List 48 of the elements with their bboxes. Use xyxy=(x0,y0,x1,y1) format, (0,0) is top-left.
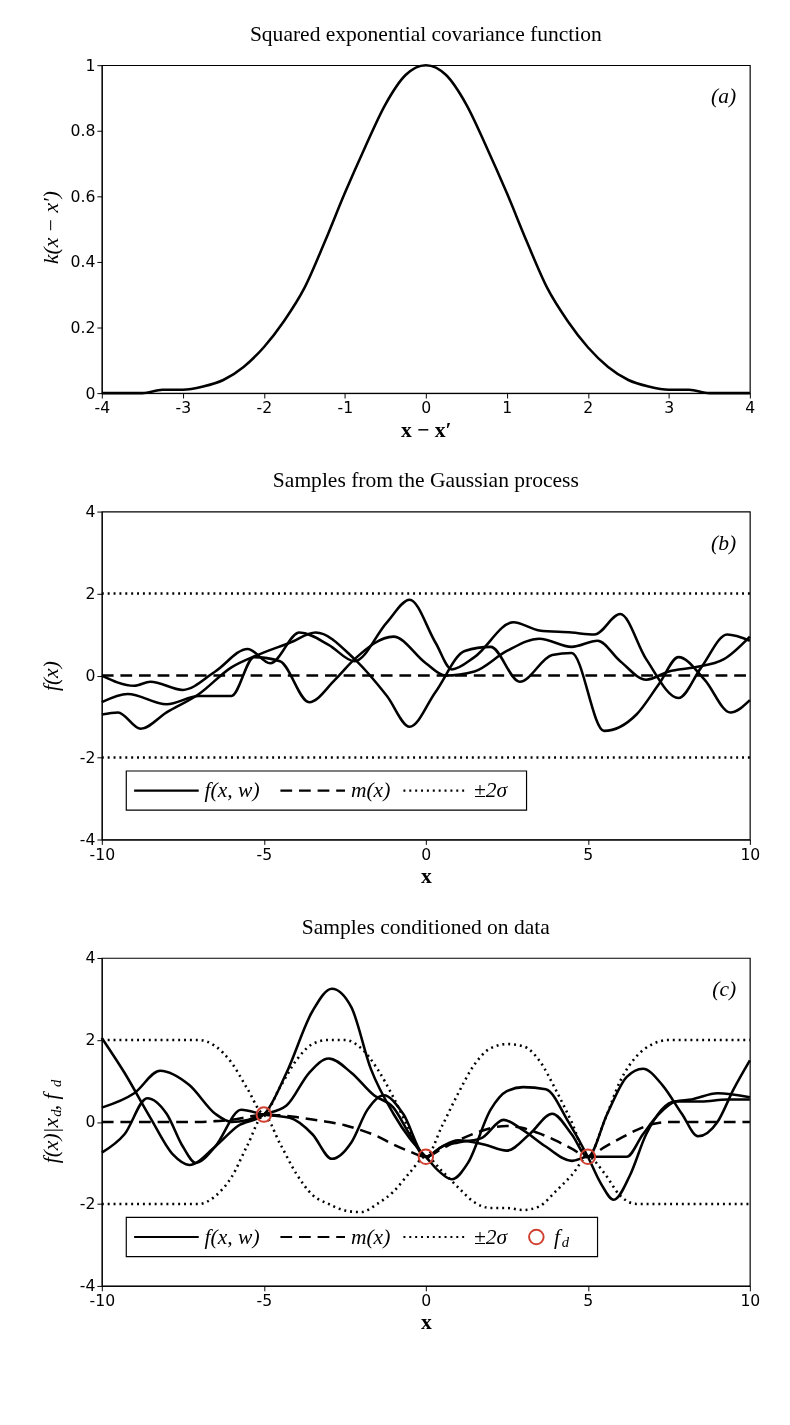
x-tick-label: 5 xyxy=(583,1290,594,1310)
y-axis-title: k(x − x′) xyxy=(38,191,63,265)
x-tick-label: 0 xyxy=(421,844,432,864)
x-tick-label: -5 xyxy=(256,1290,273,1310)
legend-label: f(x, w) xyxy=(204,778,260,803)
legend-label: m(x) xyxy=(350,1224,391,1249)
y-tick-label: 0.4 xyxy=(70,252,96,272)
annotation: (b) xyxy=(711,530,737,555)
y-tick-label: -2 xyxy=(79,747,96,767)
y-tick-label: 0 xyxy=(85,383,96,403)
x-axis-title: x xyxy=(420,1310,432,1335)
x-tick-label: -1 xyxy=(337,398,354,418)
annotation: (c) xyxy=(712,977,737,1002)
x-tick-label: -2 xyxy=(256,398,273,418)
x-axis-title: x xyxy=(420,864,432,889)
y-tick-label: 0.6 xyxy=(70,186,96,206)
x-tick-label: 10 xyxy=(740,844,761,864)
x-tick-label: 1 xyxy=(502,398,513,418)
y-tick-label: 1 xyxy=(85,55,96,75)
x-tick-label: 2 xyxy=(583,398,594,418)
y-tick-label: 2 xyxy=(85,1030,96,1050)
x-tick-label: 0 xyxy=(421,398,432,418)
y-tick-label: 2 xyxy=(85,583,96,603)
y-axis-title: f(x)|xd, fd xyxy=(38,1079,65,1164)
legend-label: f(x, w) xyxy=(204,1224,260,1249)
x-tick-label: 0 xyxy=(421,1290,432,1310)
y-tick-label: 0.2 xyxy=(70,317,96,337)
legend-label: ±2σ xyxy=(473,778,509,803)
y-tick-label: 0 xyxy=(85,665,96,685)
x-tick-label: -3 xyxy=(175,398,192,418)
y-tick-label: -2 xyxy=(79,1194,96,1214)
x-axis-title: x − x′ xyxy=(401,417,452,442)
y-tick-label: 4 xyxy=(85,948,96,968)
legend-label: m(x) xyxy=(350,778,391,803)
x-tick-label: 5 xyxy=(583,844,594,864)
x-tick-label: 4 xyxy=(745,398,756,418)
x-tick-label: 10 xyxy=(740,1290,761,1310)
y-tick-label: 4 xyxy=(85,501,96,521)
y-tick-label: 0.8 xyxy=(70,121,96,141)
annotation: (a) xyxy=(711,84,737,109)
y-axis-title: f(x) xyxy=(38,661,63,692)
x-tick-label: -5 xyxy=(256,844,273,864)
chart-title: Samples from the Gaussian process xyxy=(272,468,579,493)
chart-title: Samples conditioned on data xyxy=(301,914,551,939)
legend-label: ±2σ xyxy=(473,1224,509,1249)
chart-title: Squared exponential covariance function xyxy=(249,21,603,46)
y-tick-label: 0 xyxy=(85,1112,96,1132)
x-tick-label: 3 xyxy=(664,398,675,418)
